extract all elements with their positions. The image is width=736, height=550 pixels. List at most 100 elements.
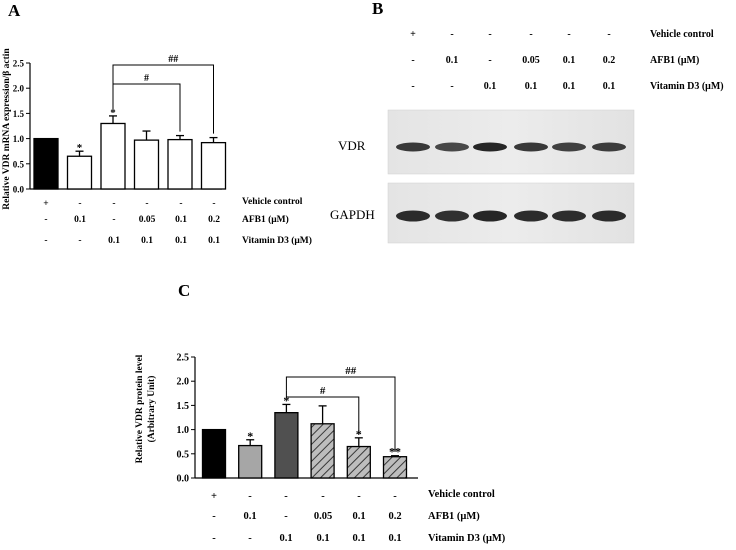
condition-cell: - [393, 491, 397, 502]
bar [66, 155, 93, 190]
condition-cell: 0.1 [563, 81, 576, 92]
condition-cell: 0.2 [208, 215, 220, 225]
significance-star: * [110, 107, 116, 119]
bar [346, 445, 371, 479]
condition-cell: - [179, 199, 182, 209]
blot-band [514, 210, 548, 222]
condition-cell: 0.1 [446, 55, 459, 66]
panel-label-a: A [8, 1, 21, 20]
bracket-label: # [144, 73, 149, 84]
condition-cell: 0.1 [525, 81, 538, 92]
condition-cell: - [44, 236, 47, 246]
significance-bracket [285, 390, 360, 434]
significance-star: * [247, 429, 253, 443]
condition-cell: - [248, 533, 252, 544]
bracket-label: ## [168, 54, 178, 65]
panel-label-c: C [178, 281, 190, 300]
condition-cell: 0.1 [352, 511, 365, 522]
condition-cell: 0.1 [563, 55, 576, 66]
blot-band [592, 210, 626, 222]
condition-cell: - [411, 55, 414, 66]
blot-band [435, 210, 469, 222]
chart-a-ylabel: Relative VDR mRNA expression/β actin [2, 48, 12, 210]
condition-cell: - [248, 491, 252, 502]
condition-cell: 0.1 [74, 215, 86, 225]
y-tick-label: 0.5 [13, 159, 25, 169]
condition-cell: - [357, 491, 361, 502]
bar [274, 412, 299, 479]
condition-cell: - [284, 511, 288, 522]
condition-cell: - [607, 29, 610, 40]
significance-star: * [77, 142, 83, 154]
condition-cell: 0.1 [175, 215, 187, 225]
condition-cell: - [44, 215, 47, 225]
bar [382, 456, 408, 479]
significance-star: * [283, 393, 289, 407]
condition-cell: 0.1 [208, 236, 220, 246]
condition-cell: 0.05 [314, 511, 332, 522]
condition-cell: - [488, 29, 491, 40]
cond-c-row-vehicle: Vehicle control [428, 489, 495, 500]
cond-c-row-afb1: AFB1 (μM) [428, 511, 480, 522]
y-tick-label: 0.0 [13, 185, 25, 195]
condition-cell: 0.05 [139, 215, 156, 225]
condition-table-c: + - - - - - - 0.1 - 0.05 0.1 0.2 - - 0.1 0.1 0.1 0.1 Vehi… [211, 489, 506, 544]
blot-band [514, 142, 548, 152]
blot-band [552, 210, 586, 222]
bar [100, 122, 126, 190]
condition-cell: - [78, 199, 81, 209]
condition-cell: - [212, 533, 216, 544]
condition-cell: 0.1 [316, 533, 329, 544]
cond-b-row-vehicle: Vehicle control [650, 29, 714, 40]
y-tick-label: 2.5 [13, 59, 25, 69]
condition-cell: - [212, 199, 215, 209]
condition-cell: - [450, 81, 453, 92]
western-blot-gapdh [387, 182, 635, 244]
condition-cell: - [284, 491, 288, 502]
condition-cell: 0.2 [388, 511, 401, 522]
blot-band [552, 142, 586, 152]
blot-label-gapdh: GAPDH [330, 207, 375, 222]
bar [133, 139, 160, 190]
blot-band [435, 142, 469, 152]
condition-cell: 0.1 [243, 511, 256, 522]
condition-cell: 0.1 [352, 533, 365, 544]
y-tick-label: 1.5 [13, 109, 25, 119]
significance-bracket [285, 376, 396, 452]
bar [167, 138, 193, 190]
condition-table-b: + - - - - - - 0.1 - 0.05 0.1 0.2 - - 0.1 0.1 0.1 0.1 Vehi… [410, 29, 723, 92]
condition-cell: - [450, 29, 453, 40]
blot-band [592, 142, 626, 152]
condition-cell: 0.1 [603, 81, 616, 92]
blot-band [473, 142, 507, 152]
condition-cell: - [567, 29, 570, 40]
y-tick-label: 2.0 [177, 377, 190, 388]
y-tick-label: 0.0 [177, 474, 190, 485]
condition-cell: 0.2 [603, 55, 616, 66]
condition-cell: - [112, 215, 115, 225]
blot-band [473, 210, 507, 222]
cond-a-row-afb1: AFB1 (μM) [242, 214, 289, 225]
condition-cell: - [78, 236, 81, 246]
chart-a: Relative VDR mRNA expression/β actin 0.0… [2, 48, 227, 210]
bar [201, 428, 227, 479]
panel-label-b: B [372, 0, 383, 18]
condition-cell: - [411, 81, 414, 92]
condition-cell: - [145, 199, 148, 209]
cond-b-row-afb1: AFB1 (μM) [650, 55, 699, 66]
cond-a-row-vehicle: Vehicle control [242, 197, 303, 207]
condition-cell: - [488, 55, 491, 66]
condition-cell: + [211, 491, 217, 502]
y-tick-label: 2.5 [177, 353, 190, 364]
condition-cell: 0.1 [388, 533, 401, 544]
blot-band [396, 142, 430, 152]
cond-b-row-vitd3: Vitamin D3 (μM) [650, 81, 724, 92]
y-tick-label: 0.5 [177, 449, 190, 460]
bracket-label: ## [345, 365, 357, 377]
condition-cell: 0.1 [279, 533, 292, 544]
condition-cell: 0.1 [108, 236, 120, 246]
bracket-label: # [320, 385, 326, 397]
western-blot-vdr [387, 109, 635, 175]
condition-cell: - [212, 511, 216, 522]
condition-cell: 0.1 [484, 81, 497, 92]
